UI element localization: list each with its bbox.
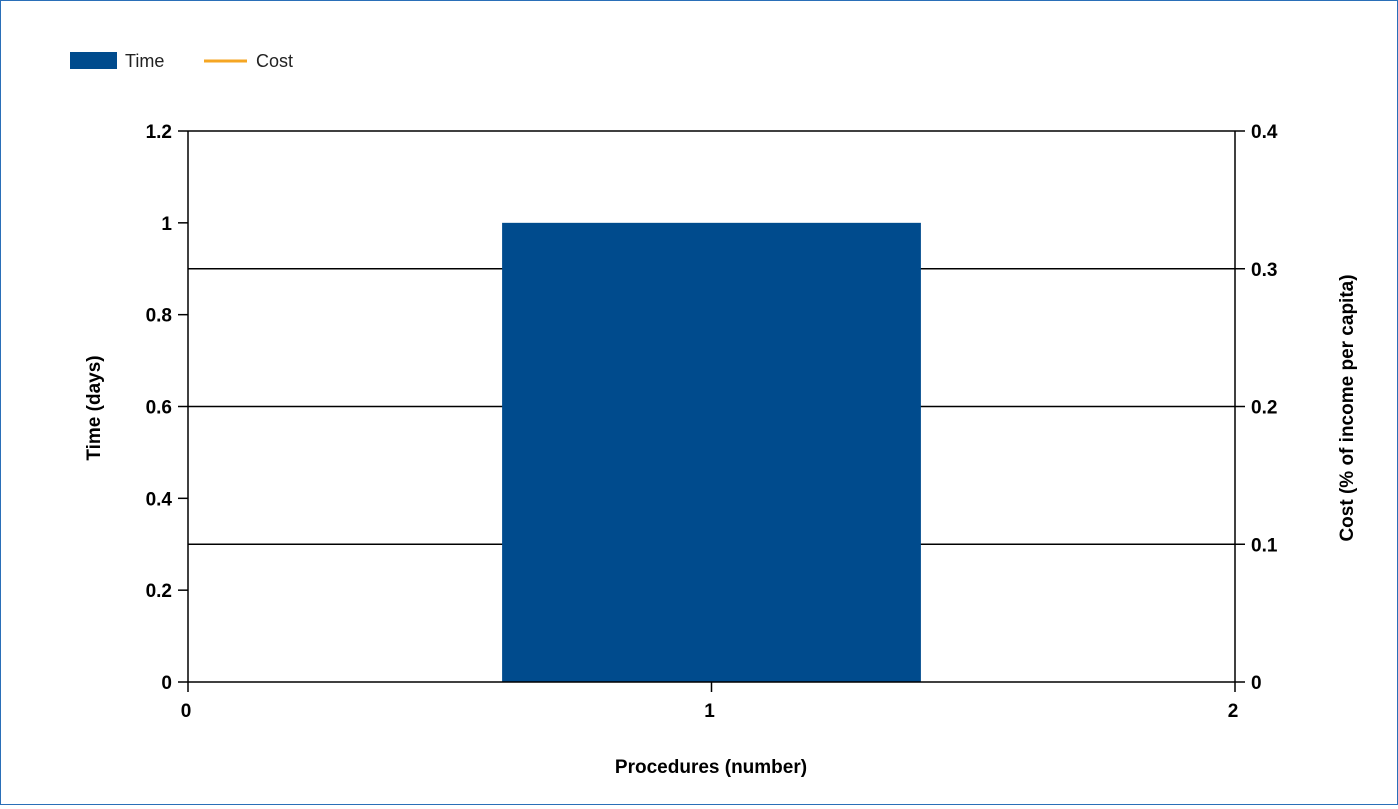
y-left-tick-label: 1.2 — [146, 122, 172, 143]
legend-cost-label: Cost — [256, 51, 293, 71]
y-left-tick-label: 0.6 — [146, 398, 172, 419]
y-right-tick-label: 0.3 — [1251, 260, 1277, 281]
y-axis-left-title: Time (days) — [84, 355, 105, 460]
bar-time — [502, 222, 921, 683]
y-left-tick-label: 0.2 — [146, 581, 172, 602]
legend: Time Cost — [70, 51, 293, 71]
y-left-tick-label: 0 — [161, 673, 172, 694]
legend-time-label: Time — [125, 51, 164, 71]
x-tick-label: 1 — [704, 701, 715, 722]
x-tick-label: 0 — [181, 701, 192, 722]
y-right-tick-label: 0.1 — [1251, 535, 1278, 556]
y-left-tick-label: 1 — [161, 214, 172, 235]
y-right-tick-label: 0 — [1251, 673, 1262, 694]
ticks: 0 0.2 0.4 0.6 0.8 1 1.2 0 0.1 0.2 0.3 0.4 0 1 2 — [146, 122, 1278, 722]
y-right-tick-label: 0.2 — [1251, 398, 1277, 419]
x-axis-title: Procedures (number) — [615, 757, 807, 778]
y-axis-right-title: Cost (% of income per capita) — [1337, 274, 1358, 541]
y-left-tick-label: 0.4 — [146, 489, 173, 510]
y-right-tick-label: 0.4 — [1251, 122, 1278, 143]
y-left-tick-label: 0.8 — [146, 306, 172, 327]
legend-time-swatch — [70, 52, 117, 69]
bars — [502, 222, 921, 683]
x-tick-label: 2 — [1228, 701, 1239, 722]
